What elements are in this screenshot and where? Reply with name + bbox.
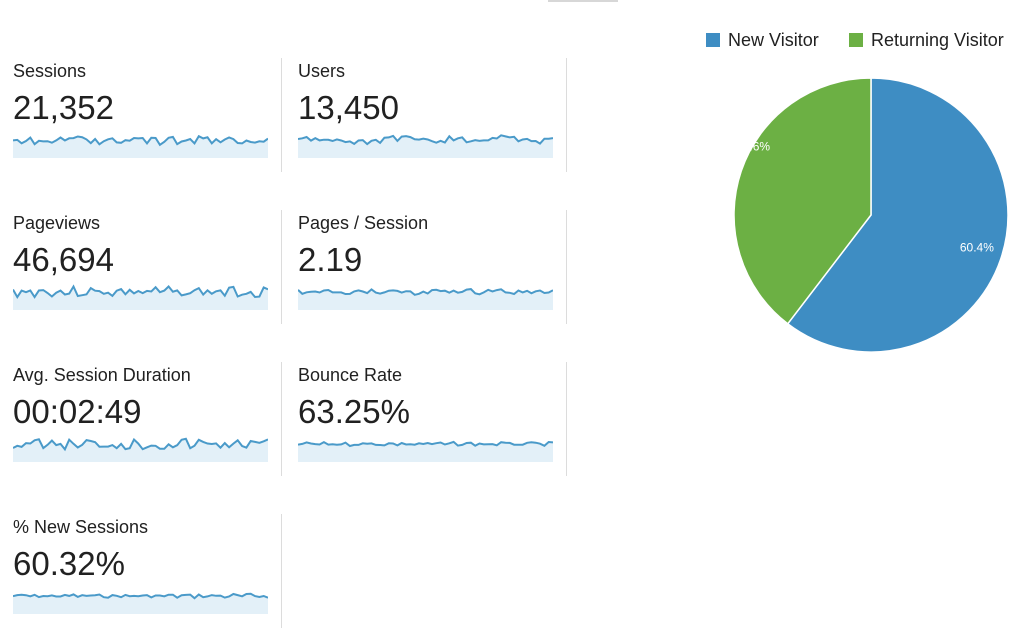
metric-bounce-rate[interactable]: Bounce Rate 63.25% <box>298 364 568 474</box>
metric-label: Bounce Rate <box>298 365 403 385</box>
metric-value: 63.25% <box>298 393 410 430</box>
sparkline-line <box>13 134 268 147</box>
metric-label: Pageviews <box>13 213 101 233</box>
column-divider <box>281 210 282 324</box>
sparkline-area <box>298 289 553 310</box>
legend-swatch <box>849 33 863 47</box>
column-divider <box>566 362 567 476</box>
pie-slice-new-visitor[interactable] <box>786 77 1009 353</box>
metric-value: 60.32% <box>13 545 125 582</box>
sparkline-line <box>298 134 553 146</box>
sparkline-line <box>13 592 268 600</box>
sparkline-area <box>13 593 268 614</box>
metric-value: 46,694 <box>13 241 114 278</box>
metric-label: Avg. Session Duration <box>13 365 191 385</box>
metric-label: % New Sessions <box>13 517 149 537</box>
sparkline-line <box>298 440 553 448</box>
legend-label: New Visitor <box>728 29 819 50</box>
metric-value: 21,352 <box>13 89 114 126</box>
metric-pageviews[interactable]: Pageviews 46,694 <box>13 212 283 322</box>
metric-new-sessions[interactable]: % New Sessions 60.32% <box>13 516 283 626</box>
sparkline-line <box>298 288 553 296</box>
metric-avg-session-duration[interactable]: Avg. Session Duration 00:02:49 <box>13 364 283 474</box>
column-divider <box>281 58 282 172</box>
sparkline-line <box>13 437 268 452</box>
metric-label: Pages / Session <box>298 213 429 233</box>
pie-data-label: 60.4% <box>960 240 994 254</box>
column-divider <box>281 514 282 628</box>
visitor-pie-chart: 60.4% 39.6% <box>733 77 1009 353</box>
metric-value: 13,450 <box>298 89 399 126</box>
legend-item-returning-visitor[interactable]: Returning Visitor <box>849 28 1004 52</box>
sparkline <box>298 134 553 158</box>
legend-swatch <box>706 33 720 47</box>
sparkline <box>13 284 268 310</box>
metric-label: Sessions <box>13 61 87 81</box>
column-divider <box>566 210 567 324</box>
metric-users[interactable]: Users 13,450 <box>298 60 568 170</box>
sparkline <box>13 134 268 158</box>
metric-pages-per-session[interactable]: Pages / Session 2.19 <box>298 212 568 322</box>
sparkline-area <box>13 286 268 310</box>
column-divider <box>566 58 567 172</box>
legend-label: Returning Visitor <box>871 29 1004 50</box>
metric-value: 2.19 <box>298 241 363 278</box>
pie-data-label: 39.6% <box>736 140 770 154</box>
sparkline <box>298 288 553 310</box>
metric-sessions[interactable]: Sessions 21,352 <box>13 60 283 170</box>
pie-slice-returning-visitor[interactable] <box>733 77 872 325</box>
column-divider <box>281 362 282 476</box>
sparkline-area <box>13 136 268 158</box>
sparkline-area <box>13 438 268 462</box>
sparkline-line <box>13 284 268 300</box>
metric-label: Users <box>298 61 346 81</box>
sparkline <box>298 440 553 462</box>
sparkline <box>13 592 268 614</box>
metric-value: 00:02:49 <box>13 393 142 430</box>
top-tab-indicator <box>548 0 618 2</box>
sparkline-area <box>298 441 553 462</box>
legend-item-new-visitor[interactable]: New Visitor <box>706 28 819 52</box>
sparkline <box>13 437 268 462</box>
